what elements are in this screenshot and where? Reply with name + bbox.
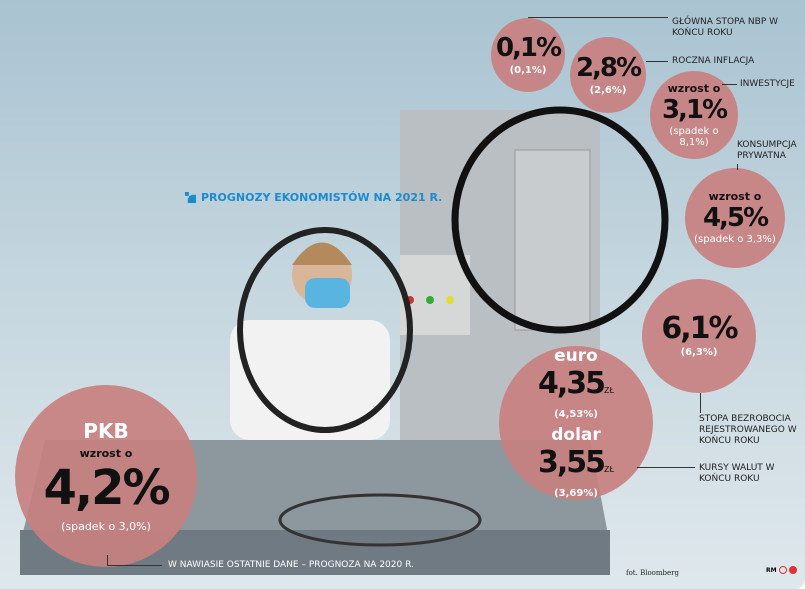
page-title: PROGNOZY EKONOMISTÓW NA 2021 R.	[185, 191, 442, 204]
consumption-value: 4,5%	[702, 202, 769, 233]
dollar-value: 3,55	[537, 445, 606, 480]
leader-line	[700, 393, 701, 413]
gdp-previous: (spadek o 3,0%)	[61, 519, 151, 533]
dollar-label: dolar	[551, 425, 601, 445]
leader-line	[737, 164, 738, 170]
euro-unit: ZŁ	[604, 386, 614, 395]
gdp-prefix: wzrost o	[79, 447, 133, 461]
leader-line	[637, 467, 695, 468]
leader-line	[107, 555, 108, 565]
nbp-rate-circle: 0,1% (0,1%)	[491, 18, 565, 92]
unemployment-circle: 6,1% (6,3%)	[642, 279, 756, 393]
unemployment-label: STOPA BEZROBOCIA REJESTROWANEGO W KOŃCU …	[699, 414, 797, 446]
dollar-previous: (3,69%)	[554, 488, 598, 499]
consumption-circle: wzrost o 4,5% (spadek o 3,3%)	[685, 168, 785, 268]
unemployment-previous: (6,3%)	[680, 347, 718, 358]
unemployment-value: 6,1%	[661, 311, 738, 346]
nbp-label: GŁÓWNA STOPA NBP W KOŃCU ROKU	[672, 17, 779, 38]
fx-circle: euro 4,35ZŁ (4,53%) dolar 3,55ZŁ (3,69%)	[499, 346, 653, 500]
consumption-prefix: wzrost o	[708, 189, 762, 203]
inflation-circle: 2,8% (2,6%)	[570, 37, 646, 113]
author-signature: RM	[766, 566, 797, 574]
euro-previous: (4,53%)	[554, 409, 598, 420]
dollar-unit: ZŁ	[604, 465, 614, 474]
investment-label: INWESTYCJE	[740, 79, 795, 89]
inflation-label: ROCZNA INFLACJA	[672, 56, 755, 66]
consumption-label: KONSUMPCJA PRYWATNA	[737, 140, 797, 161]
inflation-value: 2,8%	[575, 53, 642, 84]
investment-circle: wzrost o 3,1% (spadek o 8,1%)	[650, 71, 738, 159]
euro-label: euro	[554, 346, 598, 366]
euro-value: 4,35	[537, 366, 606, 401]
nbp-previous: (0,1%)	[509, 64, 547, 76]
title-text: PROGNOZY EKONOMISTÓW NA 2021 R.	[201, 191, 443, 204]
copyright-icon	[778, 566, 787, 574]
arrow-icon	[185, 192, 196, 203]
gdp-label: PKB	[83, 419, 129, 444]
investment-value: 3,1%	[661, 94, 728, 125]
investment-prefix: wzrost o	[667, 81, 721, 95]
p-icon	[788, 566, 797, 574]
investment-previous: (spadek o 8,1%)	[669, 126, 719, 149]
fx-label: KURSY WALUT W KOŃCU ROKU	[699, 463, 775, 484]
leader-line	[107, 565, 162, 566]
gdp-value: 4,2%	[43, 460, 170, 517]
gdp-circle: PKB wzrost o 4,2% (spadek o 3,0%)	[15, 385, 197, 567]
leader-line	[528, 17, 668, 18]
author: RM	[766, 566, 777, 574]
photo-credit: fot. Bloomberg	[626, 569, 679, 577]
consumption-previous: (spadek o 3,3%)	[694, 234, 776, 246]
leader-line	[722, 84, 737, 85]
nbp-value: 0,1%	[495, 33, 562, 64]
inflation-previous: (2,6%)	[589, 84, 627, 96]
footnote: W NAWIASIE OSTATNIE DANE – PROGNOZA NA 2…	[168, 560, 414, 570]
leader-line	[646, 61, 668, 62]
